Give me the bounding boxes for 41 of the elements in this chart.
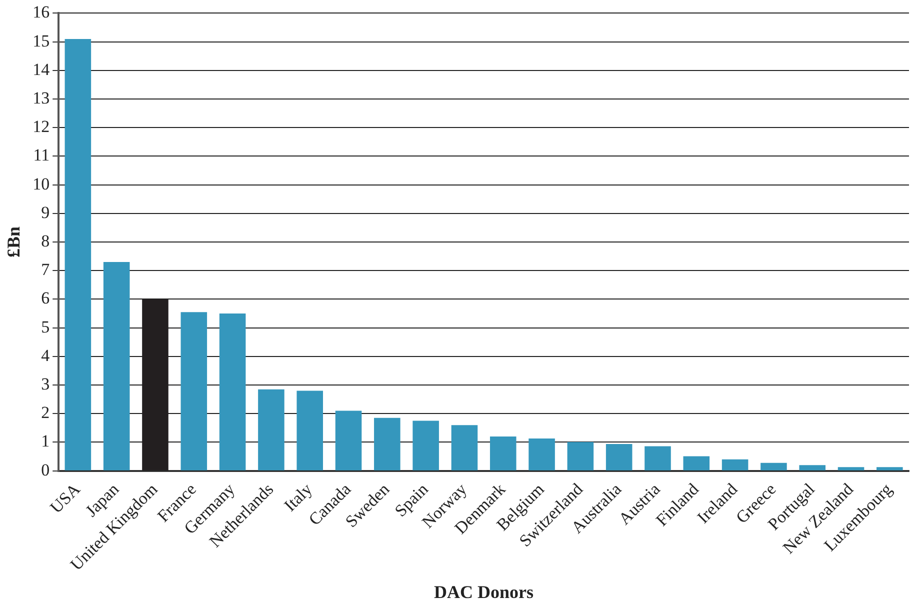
- y-tick-label: 6: [41, 288, 50, 308]
- y-tick-label: 14: [32, 60, 50, 79]
- y-tick-label: 10: [32, 174, 50, 194]
- bar: [567, 442, 594, 470]
- bar: [838, 467, 864, 470]
- y-tick-label: 4: [41, 346, 50, 365]
- y-tick-label: 8: [41, 231, 50, 250]
- y-tick-label: 1: [41, 432, 50, 451]
- y-tick-label: 3: [41, 374, 50, 394]
- bar: [528, 438, 555, 470]
- y-tick-label: 2: [41, 403, 50, 422]
- bar: [683, 456, 710, 470]
- bar: [799, 465, 826, 470]
- y-tick-label: 9: [41, 202, 50, 222]
- bar: [451, 425, 478, 470]
- y-tick-label: 0: [41, 460, 50, 480]
- y-axis-title: £Bn: [3, 226, 24, 258]
- y-tick-label: 13: [32, 88, 50, 108]
- bar: [722, 459, 748, 470]
- x-tick-label: USA: [46, 479, 84, 518]
- bar: [219, 314, 246, 470]
- bar: [644, 446, 671, 470]
- x-axis-title: DAC Donors: [434, 582, 534, 602]
- bar: [490, 436, 516, 470]
- y-tick-label: 11: [33, 146, 50, 165]
- y-tick-label: 12: [32, 117, 50, 136]
- y-tick-label: 16: [32, 2, 50, 22]
- bar: [374, 418, 400, 470]
- bar: [103, 262, 130, 470]
- bar: [760, 462, 787, 470]
- bar: [335, 410, 362, 470]
- bar: [412, 420, 439, 470]
- bar: [258, 389, 284, 470]
- bar: [296, 390, 323, 470]
- y-tick-label: 15: [32, 31, 50, 50]
- bar: [876, 467, 903, 470]
- y-tick-label: 5: [41, 317, 50, 336]
- bar: [64, 38, 92, 470]
- bar: [180, 312, 208, 470]
- y-tick-label: 7: [41, 260, 50, 280]
- bar: [606, 444, 632, 470]
